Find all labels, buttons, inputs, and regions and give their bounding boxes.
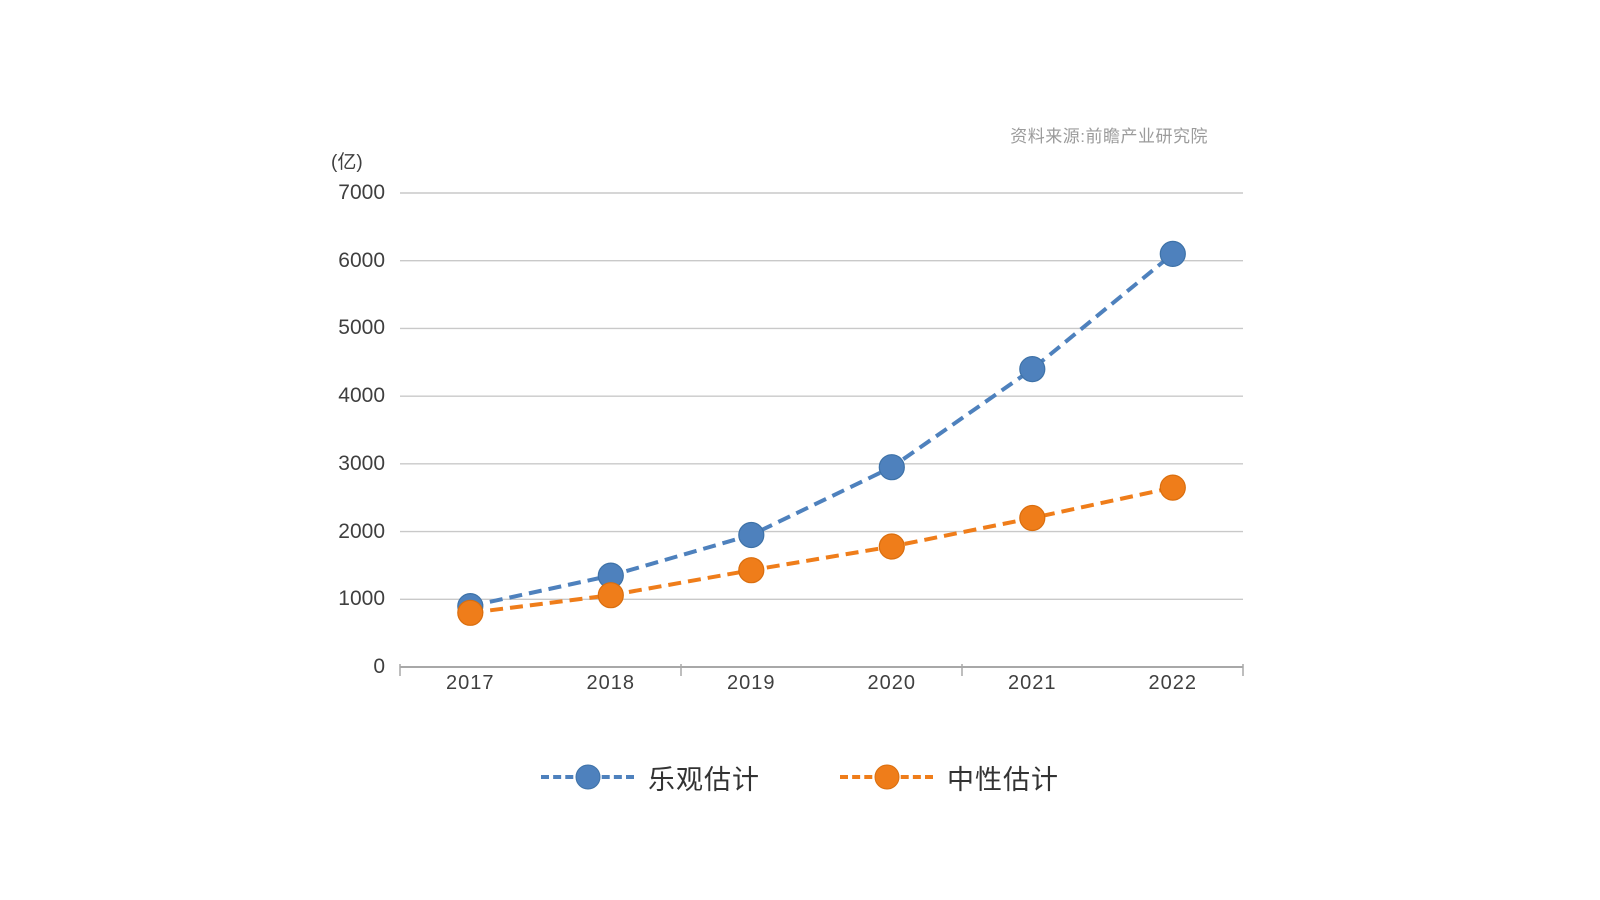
y-axis-label-7000: 7000	[338, 181, 385, 204]
data-point-乐观估计-2019	[738, 521, 765, 549]
data-point-中性估计-2022	[1159, 474, 1186, 501]
chart-legend: 乐观估计 中性估计	[0, 755, 1600, 799]
data-point-中性估计-2019	[738, 557, 765, 584]
y-axis-label-5000: 5000	[338, 316, 385, 340]
x-axis-label-2017: 2017	[446, 672, 495, 694]
y-axis-unit-label: (亿)	[331, 152, 363, 173]
data-point-乐观估计-2022	[1159, 240, 1186, 267]
neutral-line-swatch-icon	[840, 763, 933, 791]
series-line-中性估计	[470, 485, 1174, 615]
legend-label-neutral: 中性估计	[947, 764, 1059, 795]
data-point-中性估计-2017	[457, 599, 484, 626]
y-axis-label-6000: 6000	[338, 248, 385, 272]
optimistic-marker-icon	[575, 764, 600, 790]
x-axis-label-2022: 2022	[1148, 672, 1197, 694]
data-point-中性估计-2020	[878, 533, 905, 560]
source-note: 资料来源:前瞻产业研究院	[1010, 127, 1208, 146]
x-axis-label-2018: 2018	[586, 672, 635, 694]
data-point-中性估计-2021	[1019, 504, 1046, 532]
y-axis-label-0: 0	[373, 655, 385, 678]
x-axis-label-2020: 2020	[867, 672, 916, 694]
legend-item-optimistic: 乐观估计	[541, 758, 760, 797]
data-point-中性估计-2018	[597, 582, 624, 609]
y-axis-label-4000: 4000	[338, 384, 385, 408]
data-point-乐观估计-2021	[1019, 356, 1046, 383]
neutral-marker-icon	[874, 764, 899, 790]
y-axis-label-1000: 1000	[338, 587, 385, 611]
x-axis-label-2019: 2019	[727, 672, 776, 694]
y-axis-label-2000: 2000	[338, 519, 385, 543]
series-line-乐观估计	[469, 252, 1175, 609]
legend-item-neutral: 中性估计	[840, 758, 1059, 797]
legend-label-optimistic: 乐观估计	[648, 764, 760, 795]
y-axis-label-3000: 3000	[338, 451, 385, 475]
optimistic-line-swatch-icon	[541, 763, 634, 791]
x-axis-label-2021: 2021	[1008, 672, 1057, 694]
data-point-乐观估计-2020	[878, 454, 905, 481]
